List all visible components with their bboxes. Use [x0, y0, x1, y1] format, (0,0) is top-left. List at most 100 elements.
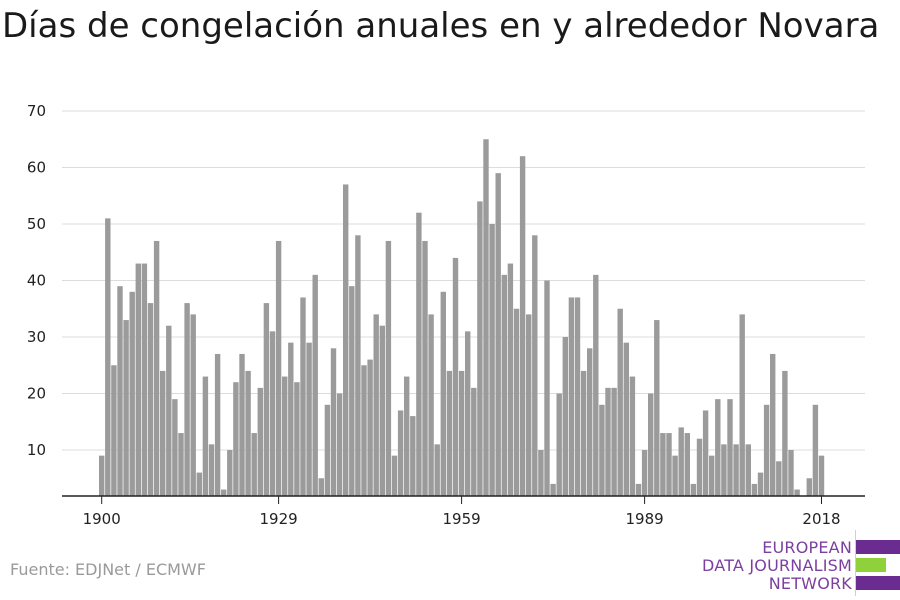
- bar-1955: [434, 444, 440, 496]
- logo-separator: [855, 530, 856, 596]
- bar-1986: [623, 342, 629, 496]
- bar-1941: [349, 286, 355, 496]
- bar-1976: [562, 337, 568, 496]
- bar-1966: [501, 274, 507, 496]
- bar-1962: [477, 201, 483, 496]
- bar-1904: [123, 320, 129, 496]
- bar-2009: [763, 404, 770, 496]
- bar-1978: [574, 297, 581, 496]
- bar-1951: [410, 416, 416, 496]
- bar-2004: [733, 444, 739, 496]
- bar-1977: [568, 297, 575, 496]
- bar-1992: [660, 433, 666, 496]
- bar-1936: [318, 478, 324, 496]
- bar-2016: [806, 478, 812, 496]
- bar-1982: [599, 404, 605, 496]
- bar-1969: [519, 156, 526, 496]
- axes: 10 20 30 40 50 60 70 1900 1929 1959 1989 2018: [27, 102, 865, 528]
- bar-1983: [605, 387, 611, 496]
- bar-1965: [495, 173, 501, 496]
- bar-1915: [190, 314, 196, 496]
- bar-2000: [709, 455, 715, 496]
- bar-1958: [452, 257, 459, 496]
- bar-1967: [507, 263, 514, 496]
- bar-1953: [422, 240, 428, 496]
- bar-1973: [544, 280, 550, 496]
- x-tick-label: 1929: [260, 510, 298, 528]
- x-tick-label: 1900: [83, 510, 121, 528]
- bar-1935: [312, 274, 318, 496]
- bar-1948: [391, 455, 398, 496]
- y-tick-label: 40: [27, 272, 46, 290]
- bar-1988: [635, 483, 642, 496]
- bar-1922: [233, 382, 239, 496]
- bar-1990: [648, 393, 654, 496]
- bar-1952: [416, 212, 422, 496]
- bar-2017: [812, 404, 819, 496]
- bar-1957: [446, 370, 453, 496]
- y-tick-label: 10: [27, 441, 46, 459]
- bar-2008: [757, 472, 764, 496]
- bar-2005: [739, 314, 745, 496]
- bar-1961: [471, 387, 477, 496]
- bar-1996: [684, 433, 690, 496]
- bar-1906: [135, 263, 141, 496]
- bar-1954: [428, 314, 434, 496]
- bar-1959: [458, 370, 465, 496]
- bar-1989: [641, 450, 648, 496]
- y-tick-label: 30: [27, 328, 46, 346]
- bar-1947: [385, 240, 392, 496]
- bar-1998: [696, 438, 703, 496]
- bar-1919: [214, 353, 221, 496]
- y-tick-label: 20: [27, 385, 46, 403]
- bar-1933: [300, 297, 306, 496]
- bar-1925: [251, 433, 257, 496]
- bar-1909: [153, 240, 160, 496]
- bar-1946: [379, 325, 385, 496]
- x-tick-label: 2018: [802, 510, 840, 528]
- bar-1971: [532, 235, 538, 497]
- bar-1949: [397, 410, 404, 496]
- bar-1940: [343, 184, 349, 496]
- bar-2013: [788, 450, 794, 496]
- bar-1939: [336, 393, 343, 496]
- bar-1917: [202, 376, 209, 496]
- bar-1907: [141, 263, 148, 496]
- bar-1927: [263, 303, 270, 496]
- bar-1960: [465, 331, 471, 496]
- bar-2014: [794, 489, 800, 496]
- bar-1994: [672, 455, 678, 496]
- bar-1903: [117, 286, 123, 496]
- bar-1997: [690, 483, 697, 496]
- bar-1914: [184, 303, 190, 496]
- bar-1908: [147, 303, 154, 496]
- bar-1964: [489, 224, 495, 496]
- bar-1968: [513, 308, 520, 496]
- logo-green-bar: [856, 558, 886, 572]
- bar-1999: [702, 410, 709, 496]
- bar-1975: [556, 393, 562, 496]
- bar-2018: [818, 455, 825, 496]
- chart-title: Días de congelación anuales en y alreded…: [2, 6, 880, 46]
- bar-1974: [550, 483, 556, 496]
- bar-1943: [361, 365, 367, 496]
- bar-1984: [611, 387, 617, 496]
- bar-1970: [526, 314, 532, 496]
- bar-1963: [483, 139, 489, 496]
- bar-1938: [330, 348, 337, 496]
- bar-2007: [751, 483, 758, 496]
- logo-line-network: NETWORK: [768, 574, 852, 593]
- x-tick-label: 1989: [626, 510, 664, 528]
- bar-2006: [745, 444, 751, 496]
- bar-2011: [776, 461, 782, 496]
- bar-1911: [166, 325, 172, 496]
- bar-1985: [617, 308, 623, 496]
- bar-1979: [580, 370, 587, 496]
- bar-1920: [221, 489, 227, 496]
- bar-1905: [129, 291, 135, 496]
- bar-2012: [782, 370, 788, 496]
- bar-1916: [196, 472, 202, 496]
- bar-1932: [294, 382, 300, 496]
- bar-1942: [355, 235, 361, 497]
